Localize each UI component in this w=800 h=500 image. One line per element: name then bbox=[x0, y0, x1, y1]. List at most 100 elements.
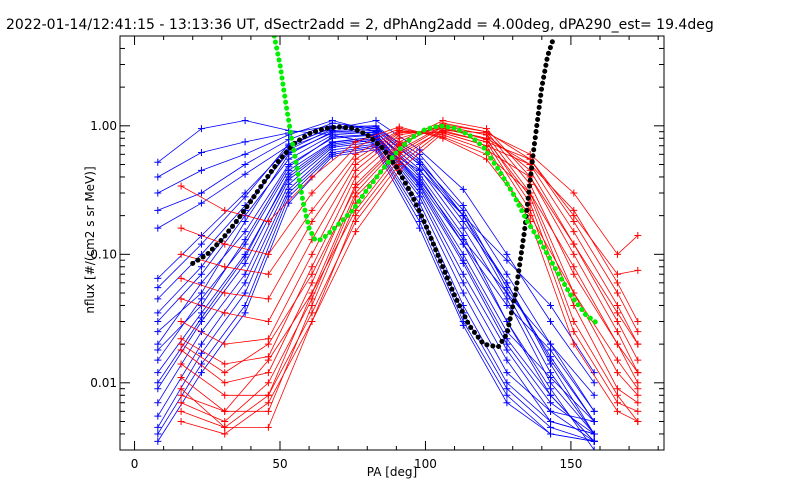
data-point-blue bbox=[459, 224, 467, 232]
data-point-red bbox=[308, 206, 316, 214]
data-point-red bbox=[264, 250, 272, 258]
data-point-red bbox=[613, 356, 621, 364]
data-point-blue bbox=[197, 240, 205, 248]
data-point-blue bbox=[241, 301, 249, 309]
data-point-blue bbox=[154, 399, 162, 407]
data-point-blue bbox=[154, 430, 162, 438]
data-point-red bbox=[264, 407, 272, 415]
data-point-blue bbox=[241, 150, 249, 158]
data-point-red bbox=[308, 250, 316, 258]
data-point-blue bbox=[197, 295, 205, 303]
data-point-blue bbox=[503, 346, 511, 354]
data-point-red bbox=[177, 224, 185, 232]
data-point-red bbox=[634, 417, 642, 425]
data-point-red bbox=[308, 295, 316, 303]
data-point-blue bbox=[547, 360, 555, 368]
data-point-blue bbox=[241, 138, 249, 146]
data-point-red bbox=[264, 399, 272, 407]
data-point-blue bbox=[241, 289, 249, 297]
data-point-red bbox=[308, 279, 316, 287]
fit-curve-green bbox=[271, 36, 603, 328]
data-point-red bbox=[395, 160, 403, 168]
data-point-blue bbox=[547, 373, 555, 381]
data-point-red bbox=[308, 263, 316, 271]
series-line-red-31 bbox=[180, 130, 639, 345]
data-point-red bbox=[308, 173, 316, 181]
data-point-blue bbox=[459, 270, 467, 278]
data-point-red bbox=[177, 391, 185, 399]
data-point-red bbox=[570, 218, 578, 226]
data-point-blue bbox=[590, 430, 598, 438]
data-point-blue bbox=[372, 116, 380, 124]
plot-frame bbox=[119, 35, 665, 451]
data-point-blue bbox=[241, 170, 249, 178]
data-point-blue bbox=[590, 417, 598, 425]
data-point-red bbox=[177, 399, 185, 407]
data-point-red bbox=[570, 228, 578, 236]
data-point-blue bbox=[547, 423, 555, 431]
data-point-red bbox=[308, 301, 316, 309]
data-point-red bbox=[177, 295, 185, 303]
data-point-red bbox=[177, 417, 185, 425]
data-point-red bbox=[613, 369, 621, 377]
data-point-blue bbox=[154, 412, 162, 420]
data-point-red bbox=[177, 250, 185, 258]
data-point-blue bbox=[547, 346, 555, 354]
data-point-blue bbox=[154, 284, 162, 292]
x-tick-label: 100 bbox=[414, 457, 437, 471]
data-point-red bbox=[177, 274, 185, 282]
data-point-blue bbox=[503, 270, 511, 278]
data-point-blue bbox=[547, 318, 555, 326]
data-point-red bbox=[634, 391, 642, 399]
series-line-blue-5 bbox=[157, 125, 595, 435]
series-line-red-24 bbox=[180, 125, 639, 412]
series-line-red-36 bbox=[180, 130, 638, 428]
data-point-blue bbox=[154, 369, 162, 377]
series-line-red-35 bbox=[180, 126, 639, 422]
data-point-blue bbox=[154, 224, 162, 232]
data-point-blue bbox=[241, 218, 249, 226]
data-point-blue bbox=[459, 240, 467, 248]
data-point-blue bbox=[590, 391, 598, 399]
data-point-red bbox=[264, 379, 272, 387]
data-point-blue bbox=[503, 391, 511, 399]
data-point-blue bbox=[459, 232, 467, 240]
data-point-blue bbox=[197, 289, 205, 297]
data-point-blue bbox=[503, 301, 511, 309]
y-tick-label: 0.10 bbox=[90, 247, 117, 261]
data-point-blue bbox=[241, 279, 249, 287]
data-point-blue bbox=[372, 123, 380, 131]
data-point-red bbox=[221, 379, 229, 387]
data-point-blue bbox=[241, 193, 249, 201]
data-point-blue bbox=[503, 369, 511, 377]
data-point-red bbox=[221, 309, 229, 317]
data-point-red bbox=[570, 340, 578, 348]
data-point-blue bbox=[503, 385, 511, 393]
data-point-blue bbox=[503, 295, 511, 303]
data-point-red bbox=[264, 356, 272, 364]
data-point-blue bbox=[459, 256, 467, 264]
data-point-blue bbox=[547, 417, 555, 425]
data-point-blue bbox=[154, 356, 162, 364]
data-point-blue bbox=[416, 182, 424, 190]
x-tick-label: 50 bbox=[272, 457, 287, 471]
data-point-blue bbox=[197, 340, 205, 348]
data-point-red bbox=[613, 301, 621, 309]
data-point-blue bbox=[241, 309, 249, 317]
data-point-red bbox=[221, 240, 229, 248]
data-point-red bbox=[570, 328, 578, 336]
data-point-blue bbox=[154, 158, 162, 166]
data-point-blue bbox=[547, 430, 555, 438]
data-point-blue bbox=[154, 295, 162, 303]
data-point-blue bbox=[197, 270, 205, 278]
data-point-red bbox=[177, 318, 185, 326]
data-point-red bbox=[395, 123, 403, 131]
data-point-blue bbox=[197, 189, 205, 197]
data-point-blue bbox=[416, 224, 424, 232]
data-point-blue bbox=[459, 206, 467, 214]
data-point-red bbox=[221, 360, 229, 368]
data-point-blue bbox=[459, 250, 467, 258]
data-point-blue bbox=[547, 385, 555, 393]
data-point-blue bbox=[154, 309, 162, 317]
